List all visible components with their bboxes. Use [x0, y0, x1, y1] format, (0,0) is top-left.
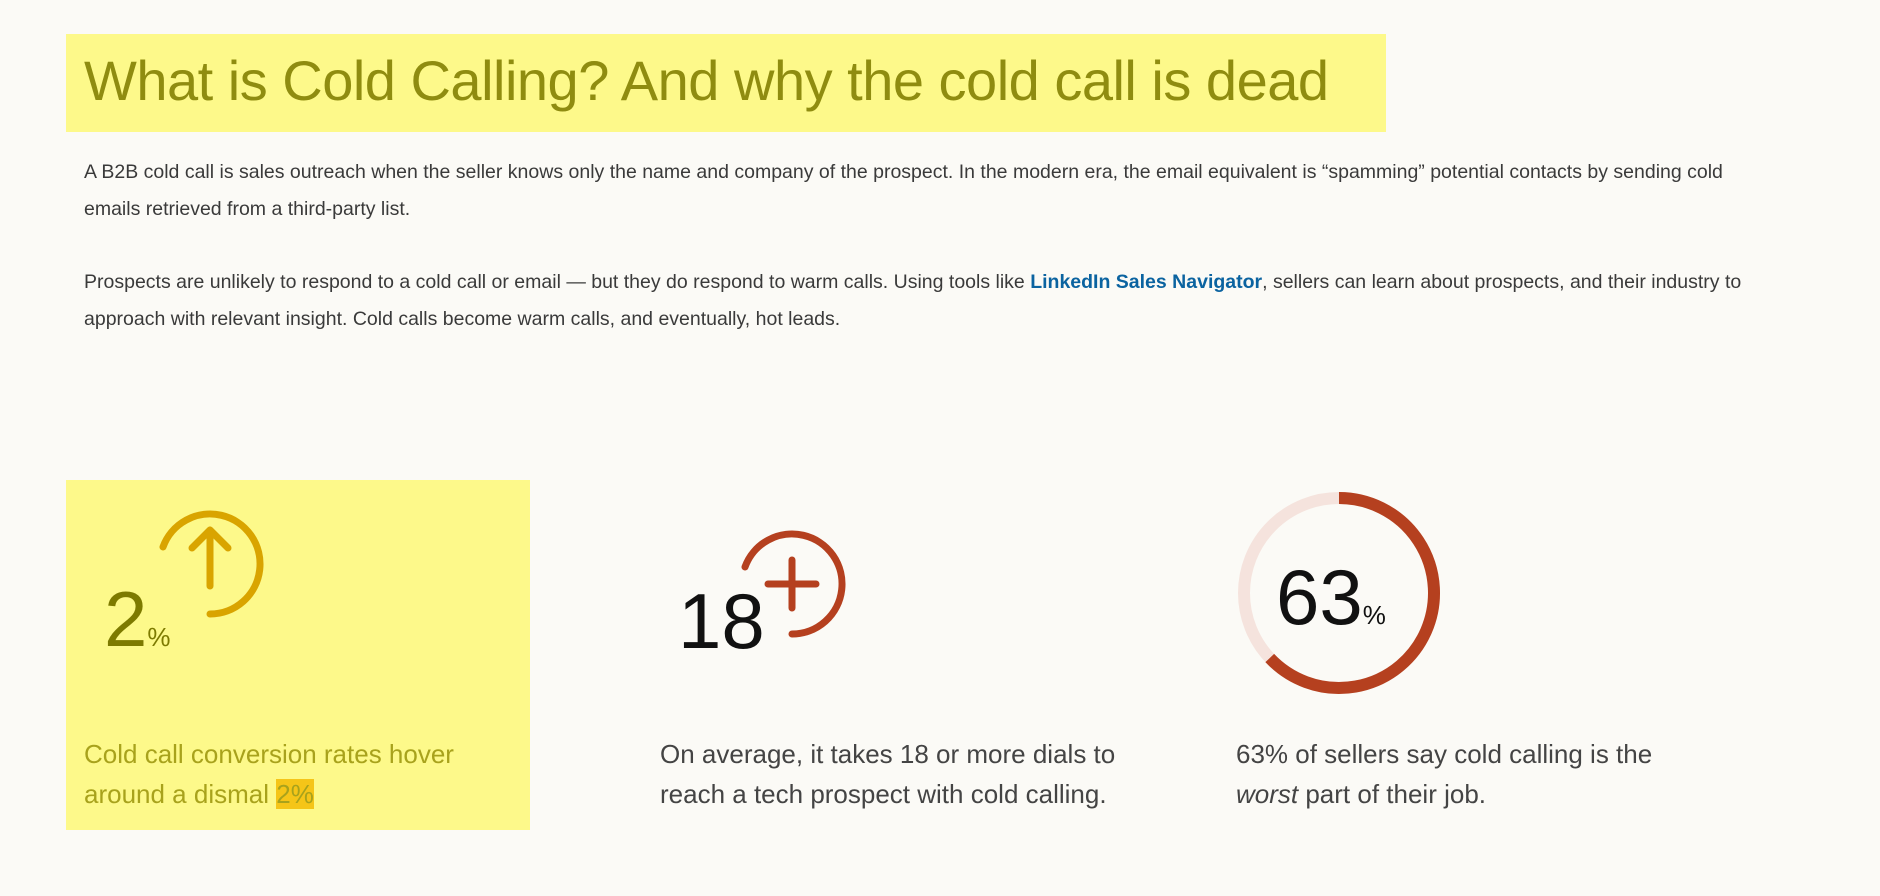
stat-caption-dials: On average, it takes 18 or more dials to… [660, 739, 1116, 809]
paragraph-text: Prospects are unlikely to respond to a c… [84, 271, 1031, 293]
progress-ring-fill [1265, 492, 1440, 694]
plus-circle-icon [741, 530, 846, 638]
heading-highlight: What is Cold Calling? And why the cold c… [66, 34, 1386, 132]
progress-ring [1238, 492, 1440, 694]
stat-caption-conversion: Cold call conversion rates hover around … [84, 739, 454, 809]
stat-card-conversion [66, 480, 530, 830]
tools-paragraph: Prospects are unlikely to respond to a c… [84, 264, 1784, 338]
stat-number-conversion: 2% [104, 575, 171, 663]
arrow-up-circle-icon [159, 510, 264, 618]
paragraph-text: , sellers can learn about prospects, and… [84, 271, 1742, 330]
intro-paragraph: A B2B cold call is sales outreach when t… [84, 161, 1723, 220]
sales-navigator-link[interactable]: LinkedIn Sales Navigator [1030, 271, 1263, 293]
stat-number-sellers: 63% [1276, 553, 1386, 641]
page-title: What is Cold Calling? And why the cold c… [84, 49, 1329, 112]
stat-number-dials: 18 [678, 577, 765, 665]
highlight-2-percent: 2% [276, 779, 314, 809]
stat-caption-sellers: 63% of sellers say cold calling is the w… [1236, 739, 1653, 809]
